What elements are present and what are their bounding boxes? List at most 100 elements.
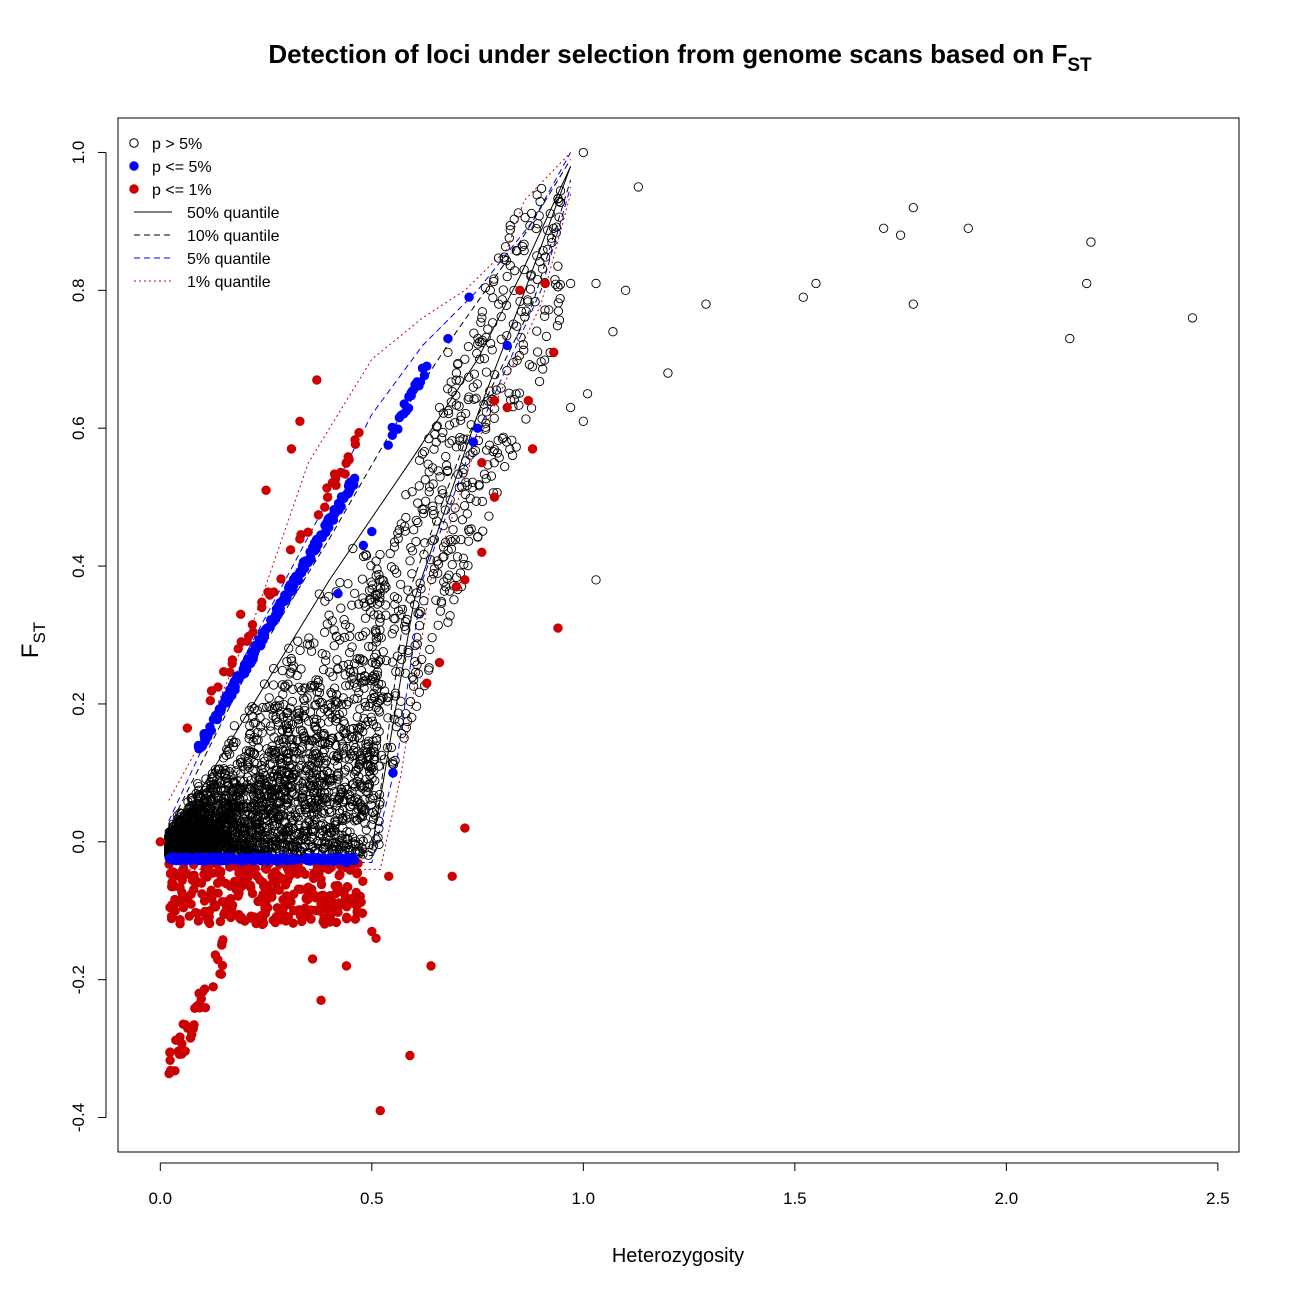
point-p-le-1: [301, 892, 312, 903]
point-p-le-1: [422, 678, 432, 688]
point-p-gt-5: [473, 531, 483, 542]
point-p-gt-5: [489, 413, 499, 423]
point-p-gt-5: [519, 245, 529, 256]
point-p-gt-5: [349, 769, 360, 779]
point-p-gt-5: [281, 734, 291, 744]
point-p-gt-5: [281, 708, 291, 719]
point-p-gt-5: [349, 672, 359, 682]
point-p-gt-5: [183, 817, 193, 827]
point-p-gt-5: [370, 776, 380, 786]
point-p-le-1: [267, 871, 277, 882]
point-p-gt-5: [366, 561, 376, 571]
point-p-gt-5: [247, 802, 257, 812]
point-p-gt-5: [215, 827, 225, 838]
point-p-gt-5: [394, 667, 405, 677]
point-p-gt-5: [382, 692, 392, 702]
point-p-gt-5: [480, 283, 491, 293]
point-p-gt-5: [331, 631, 341, 641]
point-p-gt-5: [439, 552, 449, 562]
point-p-gt-5: [390, 714, 400, 724]
point-p-gt-5: [368, 814, 379, 824]
point-p-gt-5: [452, 552, 463, 562]
point-p-gt-5: [908, 202, 918, 213]
point-p-gt-5: [368, 742, 379, 753]
point-p-gt-5: [340, 765, 351, 775]
point-p-gt-5: [206, 817, 216, 827]
point-p-gt-5: [371, 633, 381, 643]
point-p-le-1: [225, 894, 236, 904]
point-p-gt-5: [172, 837, 183, 847]
point-p-gt-5: [390, 755, 400, 766]
point-p-le-1: [212, 878, 223, 888]
point-p-le-1: [184, 911, 195, 921]
point-p-le-1: [371, 933, 381, 944]
point-p-gt-5: [443, 617, 453, 627]
point-p-gt-5: [379, 584, 389, 594]
point-p-gt-5: [399, 733, 409, 743]
point-p-gt-5: [409, 675, 419, 685]
point-p-gt-5: [311, 769, 322, 780]
point-p-gt-5: [520, 312, 530, 322]
point-p-gt-5: [357, 655, 368, 665]
point-p-le-1: [175, 1032, 185, 1042]
point-p-le-5: [367, 526, 377, 537]
point-p-gt-5: [463, 394, 473, 405]
point-p-gt-5: [373, 705, 384, 715]
point-p-le-1: [225, 667, 235, 678]
point-p-gt-5: [546, 233, 557, 243]
point-p-gt-5: [447, 436, 457, 446]
point-p-gt-5: [374, 569, 384, 580]
point-p-gt-5: [375, 575, 385, 585]
point-p-gt-5: [333, 664, 343, 674]
point-p-le-1: [205, 695, 215, 706]
point-p-gt-5: [293, 636, 303, 646]
point-p-le-5: [230, 685, 240, 695]
legend-label: p <= 1%: [152, 182, 212, 199]
point-p-gt-5: [547, 237, 557, 248]
point-p-le-5: [212, 712, 223, 722]
point-p-gt-5: [432, 421, 442, 431]
point-p-gt-5: [538, 245, 548, 256]
point-p-gt-5: [456, 411, 466, 421]
point-p-gt-5: [216, 785, 226, 796]
point-p-gt-5: [257, 728, 267, 738]
point-p-gt-5: [445, 611, 455, 621]
point-p-gt-5: [508, 358, 518, 368]
point-p-gt-5: [395, 579, 406, 590]
point-p-le-1: [489, 492, 500, 502]
point-p-gt-5: [289, 841, 299, 851]
point-p-le-5: [383, 440, 393, 450]
point-p-gt-5: [271, 840, 281, 851]
point-p-gt-5: [349, 694, 359, 704]
point-p-gt-5: [392, 594, 403, 604]
point-p-le-1: [251, 918, 261, 929]
point-p-gt-5: [212, 837, 222, 847]
point-p-gt-5: [333, 839, 344, 850]
point-p-gt-5: [448, 525, 458, 535]
point-p-gt-5: [187, 793, 198, 803]
point-p-gt-5: [550, 279, 561, 289]
point-p-gt-5: [533, 219, 543, 229]
point-p-gt-5: [268, 680, 279, 690]
point-p-le-1: [307, 954, 318, 964]
point-p-le-1: [306, 884, 317, 894]
point-p-le-1: [300, 869, 310, 879]
point-p-gt-5: [302, 693, 312, 703]
legend-label: 1% quantile: [187, 274, 271, 291]
point-p-gt-5: [553, 306, 564, 316]
point-p-gt-5: [498, 285, 508, 295]
point-p-gt-5: [449, 595, 459, 605]
point-p-gt-5: [447, 536, 457, 547]
point-p-gt-5: [267, 803, 277, 814]
point-p-gt-5: [539, 311, 550, 322]
point-p-gt-5: [549, 223, 559, 233]
point-p-gt-5: [276, 765, 286, 775]
point-p-le-5: [348, 476, 358, 486]
point-p-le-1: [175, 883, 185, 893]
point-p-gt-5: [298, 776, 308, 786]
point-p-gt-5: [320, 758, 331, 768]
point-p-gt-5: [521, 414, 531, 424]
point-p-gt-5: [423, 459, 433, 469]
point-p-gt-5: [259, 679, 270, 689]
point-p-le-1: [312, 375, 322, 385]
